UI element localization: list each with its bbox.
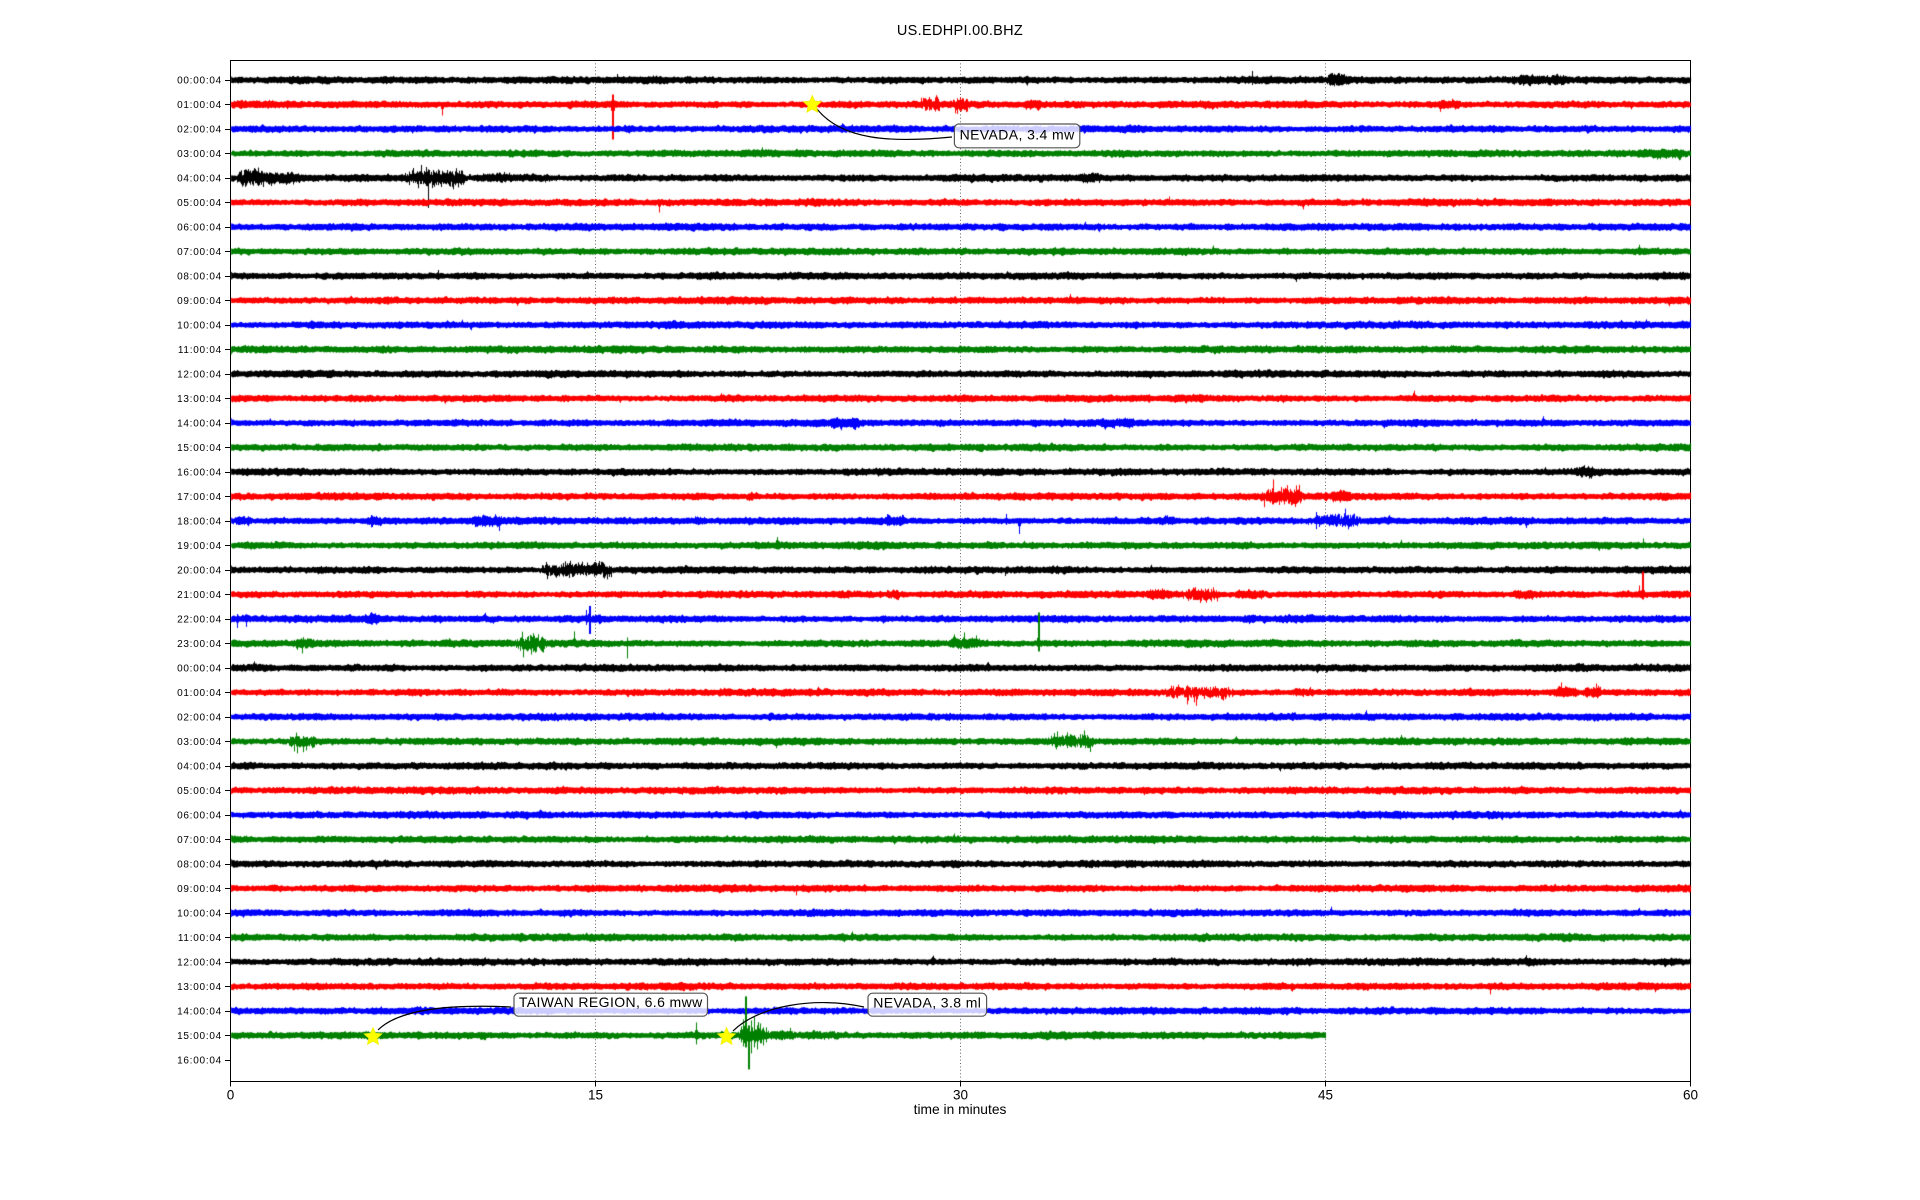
svg-text:NEVADA, 3.8 ml: NEVADA, 3.8 ml <box>873 994 981 1010</box>
svg-text:NEVADA, 3.4 mw: NEVADA, 3.4 mw <box>960 126 1076 142</box>
svg-text:TAIWAN REGION, 6.6 mww: TAIWAN REGION, 6.6 mww <box>519 994 703 1010</box>
